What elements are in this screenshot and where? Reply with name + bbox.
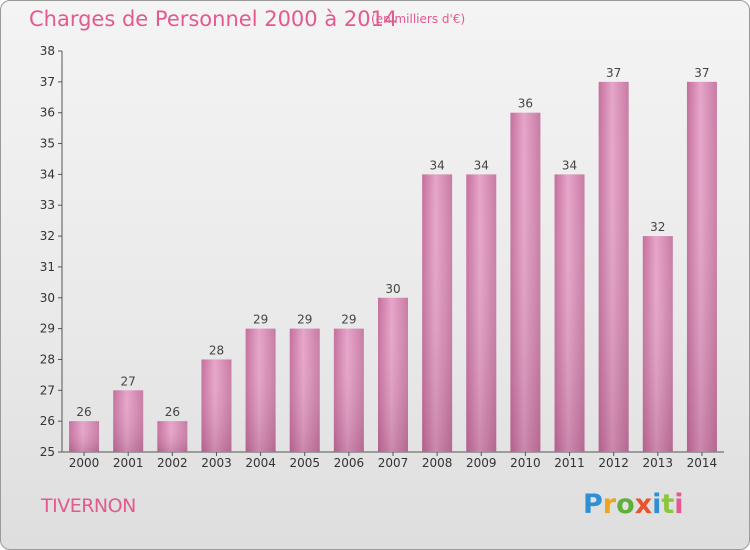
y-tick-label: 33 (40, 198, 55, 212)
data-label: 27 (121, 374, 136, 388)
y-tick-label: 28 (40, 352, 55, 366)
x-tick-label: 2012 (598, 456, 629, 470)
y-tick-label: 29 (40, 322, 55, 336)
x-tick-label: 2013 (643, 456, 674, 470)
x-tick-label: 2011 (554, 456, 585, 470)
bar-shade (554, 174, 585, 452)
x-tick-label: 2003 (201, 456, 232, 470)
logo-letter: x (634, 489, 653, 520)
x-tick-label: 2006 (334, 456, 365, 470)
bar-shade (289, 328, 320, 452)
y-tick-label: 32 (40, 229, 55, 243)
y-tick-label: 27 (40, 383, 55, 397)
data-label: 28 (209, 343, 224, 357)
x-tick-label: 2010 (510, 456, 541, 470)
y-tick-label: 31 (40, 260, 55, 274)
bar-shade (642, 236, 673, 452)
bar-shade (333, 328, 364, 452)
data-label: 32 (650, 220, 665, 234)
x-tick-label: 2005 (289, 456, 320, 470)
x-tick-label: 2007 (378, 456, 409, 470)
bar-shade (113, 390, 144, 452)
bar-shade (245, 328, 276, 452)
data-label: 29 (341, 313, 356, 327)
logo-letter: i (674, 489, 684, 520)
data-label: 37 (606, 66, 621, 80)
bar-shade (510, 112, 541, 452)
bar-shade (598, 81, 629, 452)
data-label: 30 (385, 282, 400, 296)
logo-letter: r (602, 489, 617, 520)
y-tick-label: 34 (40, 167, 55, 181)
chart-title: Charges de Personnel 2000 à 2014 (29, 7, 398, 31)
data-label: 29 (297, 313, 312, 327)
bar-shade (466, 174, 497, 452)
logo-letter: o (616, 489, 635, 520)
y-tick-label: 36 (40, 106, 55, 120)
bar-shade (378, 297, 408, 452)
logo-letter: i (652, 489, 662, 520)
data-label: 37 (694, 66, 709, 80)
x-tick-label: 2002 (157, 456, 188, 470)
bar-shade (201, 359, 232, 452)
bar-shade (69, 421, 100, 452)
x-tick-label: 2008 (422, 456, 453, 470)
data-label: 26 (76, 405, 91, 419)
bar-shade (157, 421, 188, 452)
data-label: 26 (165, 405, 180, 419)
y-tick-label: 25 (40, 445, 55, 459)
data-label: 34 (474, 158, 489, 172)
bar-shade (422, 174, 453, 452)
place-name: TIVERNON (41, 495, 136, 517)
y-tick-label: 38 (40, 44, 55, 58)
data-label: 34 (562, 158, 577, 172)
bar-shade (686, 81, 717, 452)
data-label: 36 (518, 97, 533, 111)
logo-letter: P (583, 489, 603, 520)
x-tick-label: 2000 (69, 456, 100, 470)
logo-letter: t (661, 489, 675, 520)
y-tick-label: 37 (40, 75, 55, 89)
x-tick-label: 2014 (687, 456, 718, 470)
data-label: 29 (253, 313, 268, 327)
chart-subtitle: (en milliers d'€) (371, 12, 466, 26)
y-tick-label: 30 (40, 291, 55, 305)
x-tick-label: 2004 (245, 456, 276, 470)
y-tick-label: 35 (40, 137, 55, 151)
x-tick-label: 2009 (466, 456, 497, 470)
proxiti-logo: Proxiti (583, 489, 684, 520)
x-tick-label: 2001 (113, 456, 144, 470)
data-label: 34 (429, 158, 444, 172)
y-tick-label: 26 (40, 414, 55, 428)
